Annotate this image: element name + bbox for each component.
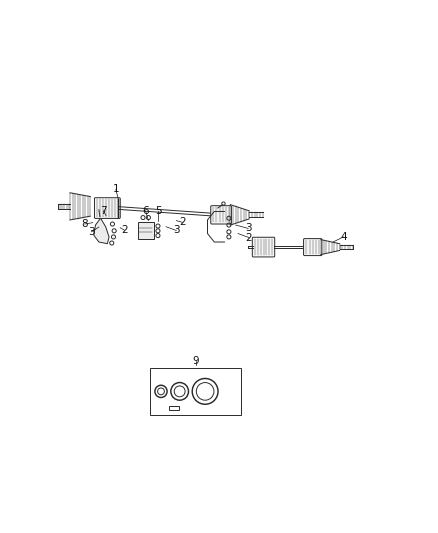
Polygon shape (94, 218, 109, 244)
Bar (150, 368, 241, 415)
FancyBboxPatch shape (211, 206, 231, 224)
FancyBboxPatch shape (252, 237, 275, 257)
Bar (138, 222, 154, 239)
Text: 2: 2 (121, 225, 127, 235)
Text: 3: 3 (173, 225, 180, 236)
Text: 3: 3 (88, 227, 95, 237)
Text: 7: 7 (100, 206, 106, 216)
FancyBboxPatch shape (95, 198, 120, 219)
Text: 5: 5 (155, 206, 162, 216)
Text: 3: 3 (245, 223, 251, 233)
Bar (170, 406, 179, 410)
Text: 8: 8 (81, 219, 88, 229)
FancyBboxPatch shape (304, 239, 322, 256)
Text: 2: 2 (246, 232, 252, 243)
Text: 4: 4 (340, 232, 346, 242)
Text: 6: 6 (142, 206, 149, 216)
Text: 9: 9 (192, 356, 199, 366)
Text: 1: 1 (113, 184, 119, 195)
Text: 2: 2 (179, 217, 186, 227)
